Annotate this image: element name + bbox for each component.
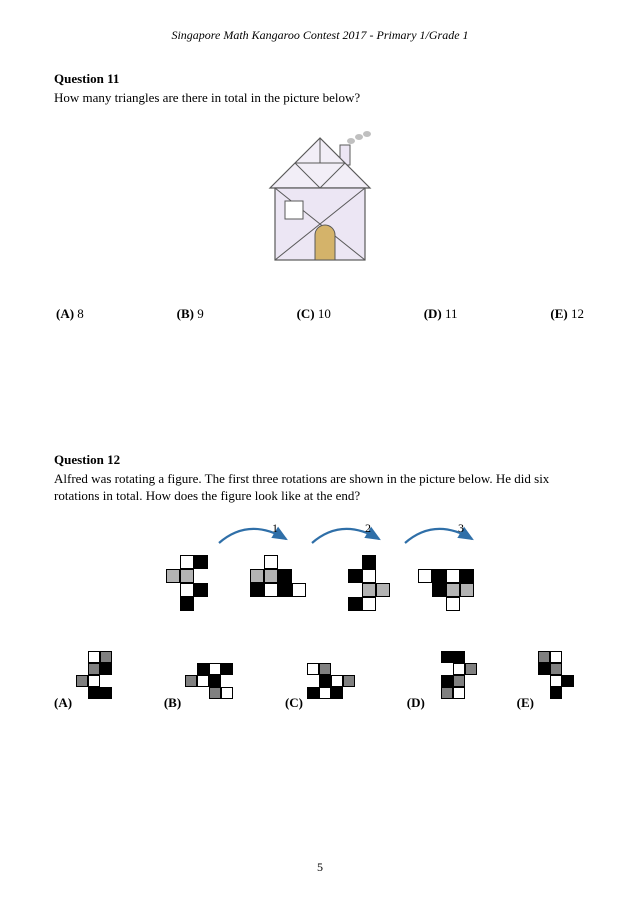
rot-fig-2 <box>334 555 390 611</box>
q11-option-a: (A) 8 <box>56 306 84 322</box>
q11-figure <box>54 123 586 288</box>
rot-label-1: 1 <box>272 521 278 536</box>
q11-options: (A) 8 (B) 9 (C) 10 (D) 11 (E) 12 <box>54 306 586 322</box>
rot-fig-1 <box>250 555 306 611</box>
rot-label-2: 2 <box>365 521 371 536</box>
q11-heading: Question 11 <box>54 71 586 87</box>
rot-label-3: 3 <box>458 521 464 536</box>
house-icon <box>245 123 395 283</box>
q12-rotation-figures <box>54 555 586 611</box>
question-12: Question 12 Alfred was rotating a figure… <box>54 452 586 711</box>
q12-option-c: (C) <box>285 663 367 711</box>
content-area: Question 11 How many triangles are there… <box>0 43 640 711</box>
q12-heading: Question 12 <box>54 452 586 468</box>
rot-fig-3 <box>418 555 474 611</box>
q12-option-b: (B) <box>164 663 245 711</box>
page-number: 5 <box>0 860 640 875</box>
q11-text: How many triangles are there in total in… <box>54 89 586 107</box>
rot-fig-0 <box>166 555 222 611</box>
q12-option-e: (E) <box>517 651 586 711</box>
q12-option-a: (A) <box>54 651 124 711</box>
page-header: Singapore Math Kangaroo Contest 2017 - P… <box>0 0 640 43</box>
q12-arrows: 1 2 3 <box>54 519 586 549</box>
q12-text: Alfred was rotating a figure. The first … <box>54 470 586 505</box>
arrows-icon <box>54 519 586 549</box>
q11-option-b: (B) 9 <box>177 306 204 322</box>
q11-option-d: (D) 11 <box>424 306 458 322</box>
page: Singapore Math Kangaroo Contest 2017 - P… <box>0 0 640 905</box>
q12-option-d: (D) <box>407 651 477 711</box>
q12-options: (A) (B) <box>54 651 586 711</box>
q11-option-e: (E) 12 <box>550 306 584 322</box>
q11-option-c: (C) 10 <box>297 306 331 322</box>
question-11: Question 11 How many triangles are there… <box>54 71 586 322</box>
